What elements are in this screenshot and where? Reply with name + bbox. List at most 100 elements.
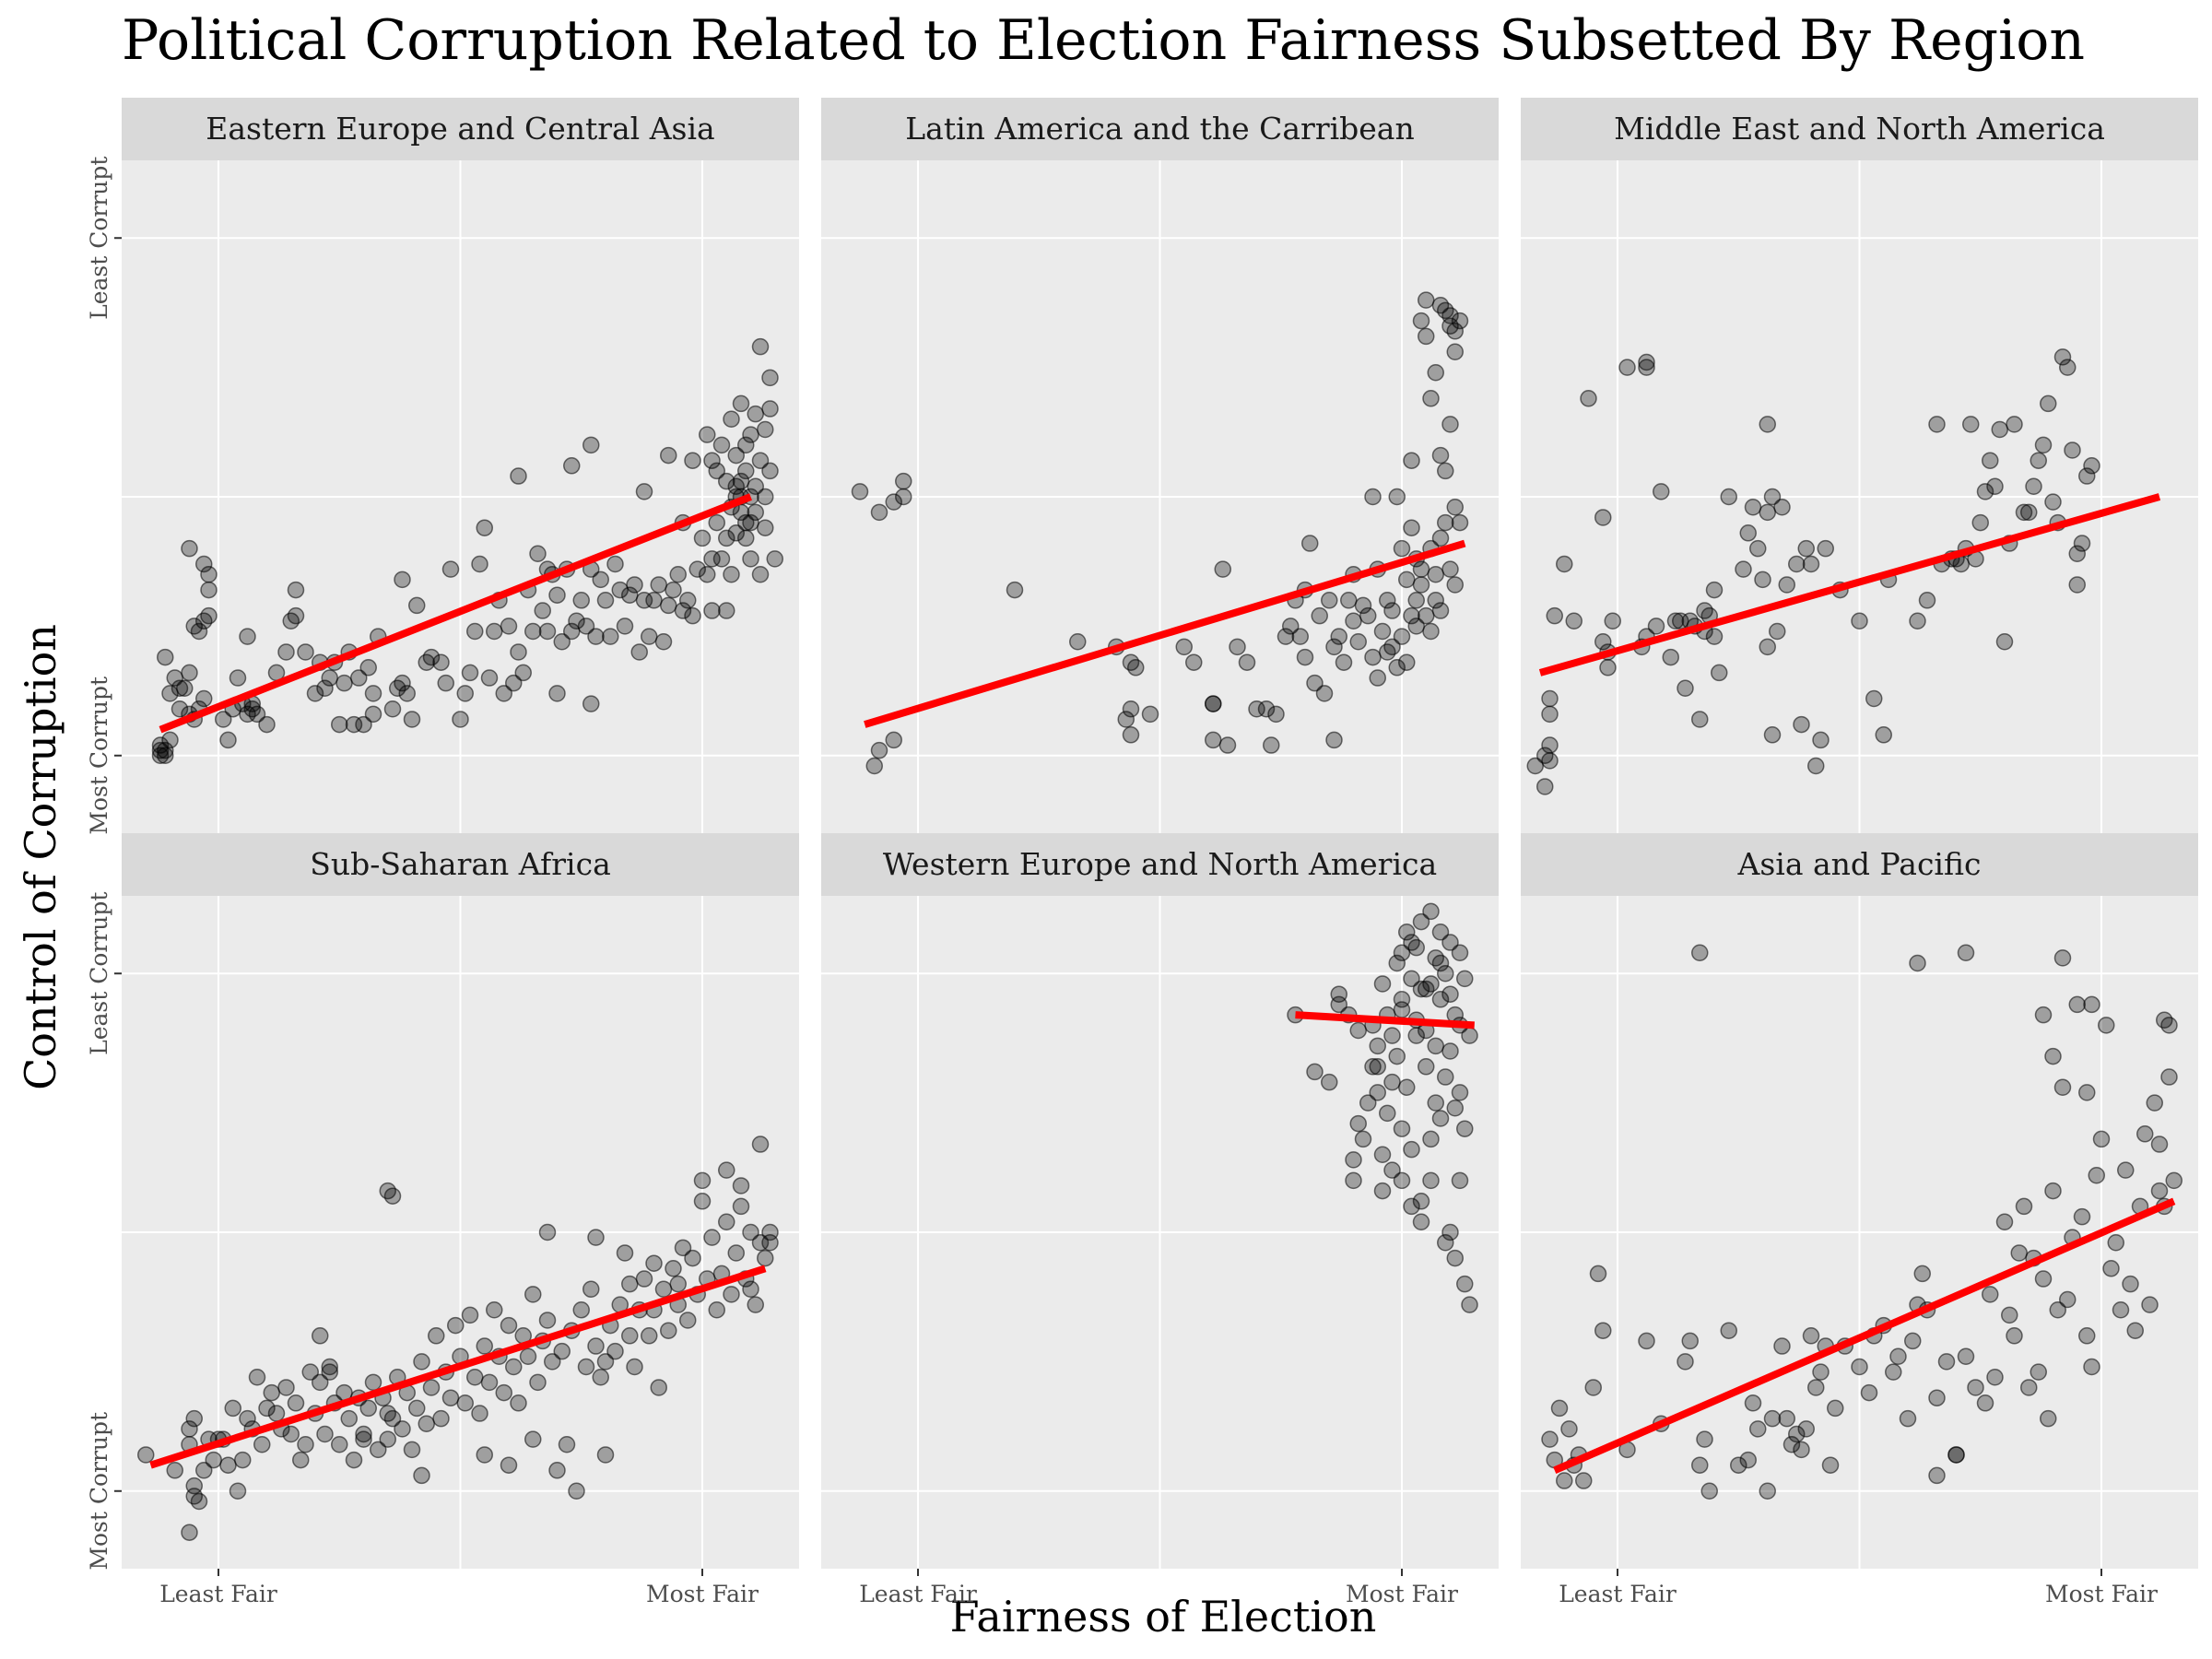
data-point: [2025, 477, 2042, 496]
data-point: [1185, 653, 1203, 671]
data-point: [340, 1409, 358, 1428]
data-point: [1827, 1399, 1844, 1418]
data-point: [456, 1394, 474, 1412]
data-point: [1441, 985, 1459, 1003]
data-point: [383, 1187, 402, 1205]
data-point: [355, 715, 372, 734]
data-point: [1763, 726, 1782, 744]
data-point: [727, 1244, 745, 1262]
data-point: [1711, 664, 1728, 682]
data-point: [248, 1368, 266, 1386]
data-point: [1446, 1099, 1464, 1117]
data-point: [1754, 571, 1771, 589]
data-point: [1889, 1347, 1907, 1366]
data-point: [761, 462, 779, 480]
data-point: [229, 669, 247, 687]
data-point: [534, 602, 551, 619]
data-point: [1412, 560, 1430, 578]
data-point: [742, 1223, 759, 1241]
data-point: [418, 1415, 435, 1433]
data-point: [282, 1425, 300, 1443]
data-point: [441, 1389, 460, 1406]
data-point: [151, 736, 170, 754]
data-point: [480, 669, 499, 687]
data-point: [500, 618, 518, 635]
data-point: [1913, 1265, 1931, 1283]
data-point: [1763, 488, 1782, 506]
data-point: [1345, 1171, 1362, 1190]
data-point: [1749, 539, 1767, 558]
data-point: [1437, 462, 1454, 480]
data-point: [1604, 612, 1621, 630]
data-point: [2088, 1166, 2105, 1184]
data-point: [1918, 592, 1936, 609]
trend-line: [149, 1265, 767, 1469]
data-point: [732, 1177, 750, 1194]
y-axis-title: Control of Corruption: [16, 624, 65, 1090]
data-point: [282, 612, 300, 630]
data-point: [1783, 1435, 1801, 1453]
data-point: [751, 337, 770, 356]
data-point: [1306, 1063, 1324, 1081]
data-point: [2020, 503, 2038, 522]
data-point: [1340, 592, 1358, 609]
data-point: [2073, 1207, 2091, 1226]
data-point: [1456, 1120, 1474, 1137]
x-axis-title: Fairness of Election: [950, 1592, 1377, 1641]
data-point: [301, 1363, 319, 1381]
data-point: [2083, 995, 2100, 1014]
data-point: [2034, 1270, 2053, 1288]
data-point: [1393, 539, 1411, 558]
data-point: [321, 1363, 338, 1381]
data-point: [1904, 1332, 1922, 1350]
data-point: [466, 1368, 484, 1386]
data-point: [1373, 1146, 1392, 1164]
data-point: [1437, 964, 1454, 982]
data-point: [548, 685, 566, 702]
data-point: [1393, 1001, 1411, 1018]
data-point: [693, 529, 712, 547]
data-point: [1812, 1363, 1830, 1381]
data-point: [742, 426, 759, 443]
data-point: [1238, 653, 1256, 671]
data-point: [2136, 1125, 2154, 1143]
data-point: [654, 1280, 673, 1299]
data-point: [641, 1327, 658, 1345]
data-point: [1594, 509, 1612, 526]
data-point: [1599, 659, 1617, 677]
data-point: [205, 1451, 222, 1469]
data-point: [1393, 944, 1411, 962]
data-point: [626, 1358, 643, 1376]
data-point: [1928, 416, 1946, 433]
facet-panel: Asia and Pacific Least Fair Most Fair: [1521, 833, 2198, 1607]
data-point: [751, 565, 770, 583]
data-point: [1788, 1425, 1806, 1443]
data-point: [885, 493, 902, 511]
data-point: [1403, 934, 1420, 951]
data-point: [437, 674, 454, 692]
data-point: [732, 1197, 750, 1216]
facet-strip-label: Western Europe and North America: [883, 846, 1437, 882]
facet-strip: [1521, 833, 2198, 896]
data-point: [1778, 1409, 1795, 1428]
data-point: [684, 452, 701, 469]
data-point: [2098, 1017, 2115, 1034]
data-point: [1388, 954, 1406, 972]
data-point: [195, 689, 213, 708]
data-point: [1666, 612, 1685, 630]
data-point: [200, 565, 218, 583]
data-point: [635, 483, 653, 500]
data-point: [529, 545, 547, 563]
data-point: [1556, 1472, 1573, 1489]
data-point: [1759, 638, 1776, 656]
data-point: [538, 1312, 557, 1329]
data-point: [1418, 606, 1435, 625]
data-point: [1349, 1021, 1367, 1040]
data-point: [718, 529, 735, 547]
data-point: [895, 472, 912, 490]
data-point: [1875, 726, 1892, 744]
data-point: [596, 592, 615, 609]
data-point: [461, 664, 479, 682]
data-point: [1986, 477, 2004, 496]
